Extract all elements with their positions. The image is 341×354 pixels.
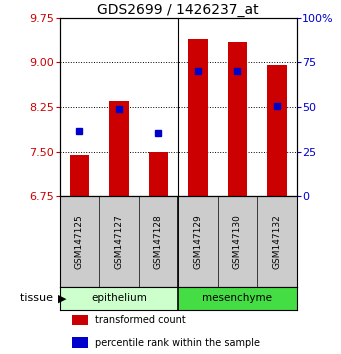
Bar [227,41,247,196]
Text: epithelium: epithelium [91,293,147,303]
Bar [60,287,178,310]
Text: tissue: tissue [20,293,56,303]
Text: GSM147128: GSM147128 [154,214,163,269]
Bar [72,337,88,348]
Title: GDS2699 / 1426237_at: GDS2699 / 1426237_at [98,3,259,17]
Text: percentile rank within the sample: percentile rank within the sample [95,338,260,348]
Text: GSM147129: GSM147129 [193,214,203,269]
Bar [72,315,88,325]
Bar [267,65,287,196]
Bar [178,287,297,310]
Bar [188,39,208,196]
Text: GSM147127: GSM147127 [115,214,123,269]
Text: transformed count: transformed count [95,315,186,325]
Bar [109,101,129,196]
Text: ▶: ▶ [58,293,66,303]
Bar [149,152,168,196]
Text: GSM147130: GSM147130 [233,214,242,269]
Bar [70,155,89,196]
Text: GSM147132: GSM147132 [272,214,281,269]
Text: GSM147125: GSM147125 [75,214,84,269]
Text: mesenchyme: mesenchyme [203,293,272,303]
